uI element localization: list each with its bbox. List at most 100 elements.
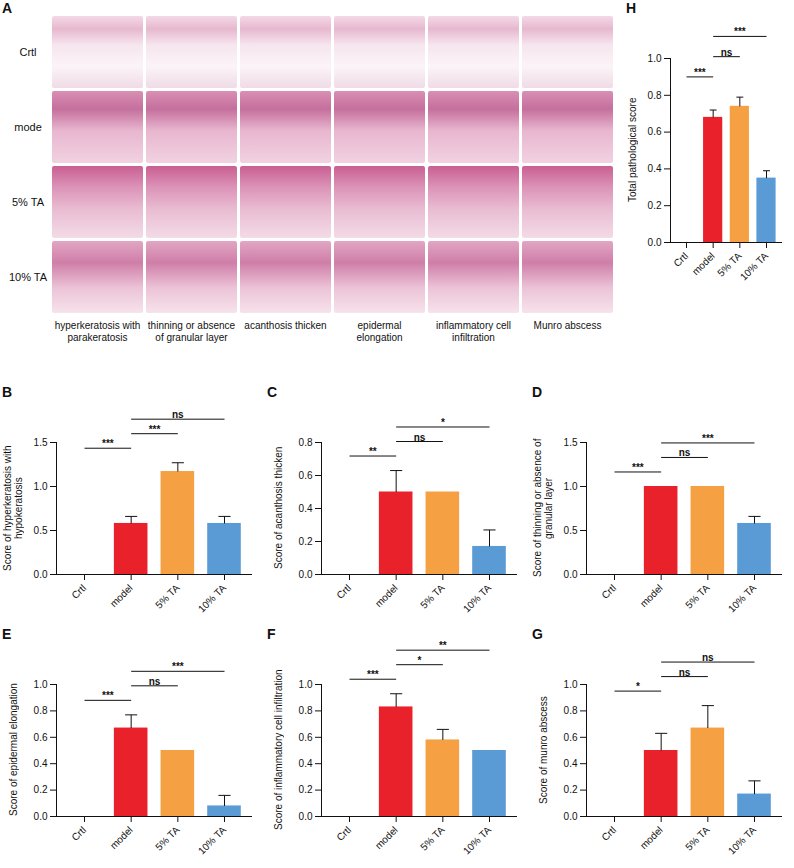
html-text:5% TA: 5% TA <box>12 196 44 208</box>
svg-text:0.4: 0.4 <box>299 758 313 769</box>
svg-text:model: model <box>108 824 135 851</box>
html-text:hyperkeratosis with parakerato: hyperkeratosis with parakeratosis <box>54 320 141 343</box>
svg-text:10% TA: 10% TA <box>461 824 494 857</box>
svg-text:0.8: 0.8 <box>564 705 578 716</box>
svg-text:***: *** <box>149 424 161 435</box>
html-text:thinning or absence of granula: thinning or absence of granular layer <box>147 320 236 343</box>
svg-text:0.8: 0.8 <box>34 705 48 716</box>
svg-text:0.0: 0.0 <box>34 569 48 580</box>
svg-text:0.4: 0.4 <box>34 758 48 769</box>
svg-text:0.8: 0.8 <box>299 705 313 716</box>
svg-text:5% TA: 5% TA <box>418 582 447 611</box>
svg-text:10% TA: 10% TA <box>738 250 771 283</box>
html-text:Score of epidermal elongation: Score of epidermal elongation <box>7 683 19 817</box>
html-text:Score of thinning or absence o: Score of thinning or absence of granular… <box>532 438 554 578</box>
svg-text:1.0: 1.0 <box>564 679 578 690</box>
svg-text:10% TA: 10% TA <box>196 582 229 615</box>
html-text:mode: mode <box>14 121 42 133</box>
svg-text:model: model <box>638 582 665 609</box>
svg-text:1.5: 1.5 <box>564 437 578 448</box>
svg-text:1.0: 1.0 <box>299 679 313 690</box>
svg-text:ns: ns <box>721 47 733 58</box>
svg-text:0.0: 0.0 <box>34 811 48 822</box>
svg-text:0.8: 0.8 <box>299 437 313 448</box>
svg-text:0.6: 0.6 <box>648 126 662 137</box>
svg-text:0.2: 0.2 <box>299 784 313 795</box>
svg-text:***: *** <box>102 690 114 701</box>
svg-text:***: *** <box>702 433 714 444</box>
svg-text:*: * <box>636 681 640 692</box>
svg-text:10% TA: 10% TA <box>726 582 759 615</box>
svg-text:ns: ns <box>679 667 691 678</box>
svg-text:0.6: 0.6 <box>299 732 313 743</box>
svg-text:Crtl: Crtl <box>334 824 353 843</box>
svg-text:10% TA: 10% TA <box>726 824 759 857</box>
svg-text:0.2: 0.2 <box>299 536 313 547</box>
svg-text:0.5: 0.5 <box>34 525 48 536</box>
svg-text:***: *** <box>694 67 706 78</box>
html-text:Crtl: Crtl <box>19 46 37 58</box>
svg-text:0.0: 0.0 <box>299 569 313 580</box>
svg-text:0.4: 0.4 <box>648 163 662 174</box>
svg-text:***: *** <box>632 462 644 473</box>
svg-text:10% TA: 10% TA <box>196 824 229 857</box>
svg-text:0.6: 0.6 <box>299 470 313 481</box>
svg-text:***: *** <box>102 438 114 449</box>
svg-text:1.0: 1.0 <box>648 53 662 64</box>
html-text:Total pathological score: Total pathological score <box>626 97 638 203</box>
svg-text:0.4: 0.4 <box>299 503 313 514</box>
html-text:Score of inflammatory cell inf: Score of inflammatory cell infiltration <box>272 669 284 831</box>
html-text:epidermal elongation: epidermal elongation <box>356 320 403 343</box>
svg-text:5% TA: 5% TA <box>683 824 712 853</box>
html-text:Score of hyperkeratosis with h: Score of hyperkeratosis with hypokeratos… <box>2 445 24 571</box>
svg-text:0.6: 0.6 <box>34 732 48 743</box>
svg-text:***: *** <box>734 26 746 37</box>
svg-text:0.4: 0.4 <box>564 758 578 769</box>
svg-text:model: model <box>373 582 400 609</box>
svg-text:ns: ns <box>702 652 714 663</box>
svg-text:10% TA: 10% TA <box>461 582 494 615</box>
svg-text:**: ** <box>439 640 447 651</box>
svg-text:1.0: 1.0 <box>34 679 48 690</box>
svg-text:5% TA: 5% TA <box>715 250 744 279</box>
svg-text:model: model <box>108 582 135 609</box>
html-text:inflammatory cell infiltration: inflammatory cell infiltration <box>436 320 511 343</box>
svg-text:***: *** <box>172 661 184 672</box>
svg-text:model: model <box>690 250 717 277</box>
svg-text:1.0: 1.0 <box>564 481 578 492</box>
svg-text:0.0: 0.0 <box>564 569 578 580</box>
svg-text:**: ** <box>369 446 377 457</box>
svg-text:Crtl: Crtl <box>334 582 353 601</box>
svg-text:0.8: 0.8 <box>648 90 662 101</box>
svg-text:0.6: 0.6 <box>564 732 578 743</box>
svg-text:Crtl: Crtl <box>69 824 88 843</box>
svg-text:0.5: 0.5 <box>564 525 578 536</box>
svg-text:model: model <box>638 824 665 851</box>
svg-text:ns: ns <box>679 447 691 458</box>
svg-text:***: *** <box>367 669 379 680</box>
svg-text:1.0: 1.0 <box>34 481 48 492</box>
svg-text:1.5: 1.5 <box>34 437 48 448</box>
svg-text:0.2: 0.2 <box>648 200 662 211</box>
svg-text:5% TA: 5% TA <box>153 824 182 853</box>
svg-text:0.0: 0.0 <box>299 811 313 822</box>
svg-text:0.0: 0.0 <box>564 811 578 822</box>
svg-text:ns: ns <box>172 409 184 420</box>
svg-text:Crtl: Crtl <box>69 582 88 601</box>
svg-text:0.0: 0.0 <box>648 237 662 248</box>
svg-text:0.2: 0.2 <box>564 784 578 795</box>
svg-text:5% TA: 5% TA <box>153 582 182 611</box>
svg-text:Crtl: Crtl <box>671 250 690 269</box>
svg-text:Crtl: Crtl <box>599 582 618 601</box>
svg-text:ns: ns <box>149 676 161 687</box>
svg-text:*: * <box>441 417 445 428</box>
svg-text:model: model <box>373 824 400 851</box>
svg-text:5% TA: 5% TA <box>418 824 447 853</box>
html-text:10% TA: 10% TA <box>8 271 48 283</box>
svg-text:0.2: 0.2 <box>34 784 48 795</box>
svg-text:Crtl: Crtl <box>599 824 618 843</box>
html-text:Score of acanthosis thicken: Score of acanthosis thicken <box>272 446 284 570</box>
svg-text:ns: ns <box>414 432 426 443</box>
svg-text:5% TA: 5% TA <box>683 582 712 611</box>
svg-text:*: * <box>418 655 422 666</box>
